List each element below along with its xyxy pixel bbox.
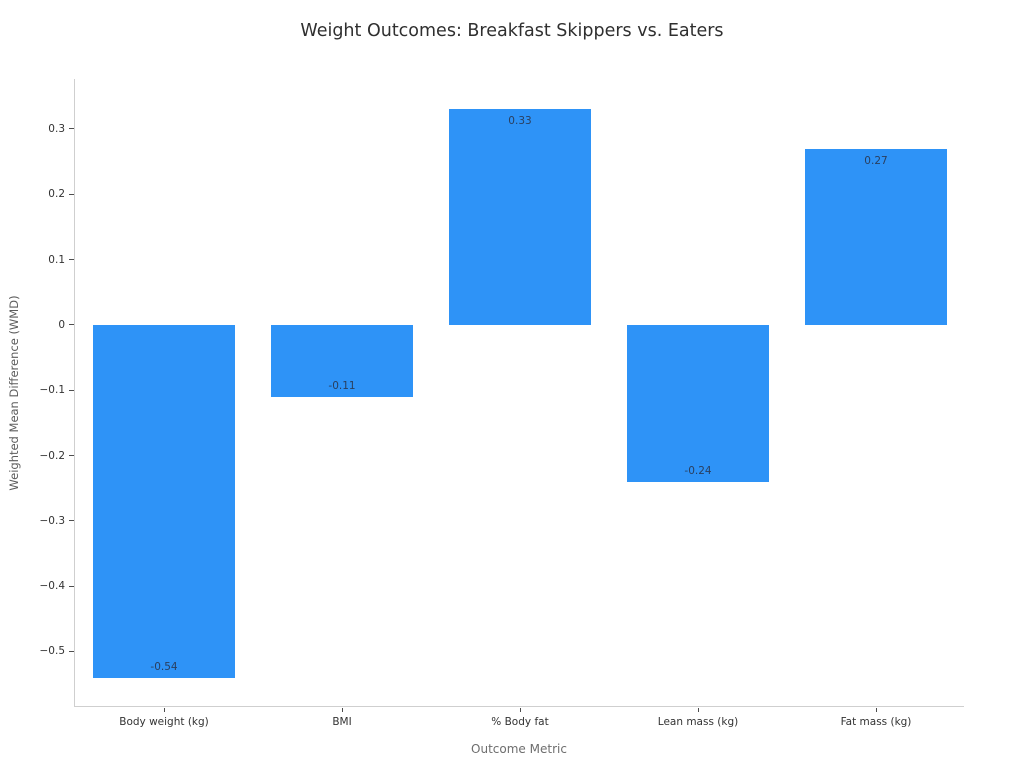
y-tick-label: 0.3 bbox=[48, 122, 65, 135]
y-tick-label: −0.3 bbox=[39, 514, 66, 527]
y-tick-mark bbox=[69, 193, 74, 195]
x-tick-mark bbox=[875, 708, 877, 712]
x-tick-mark bbox=[163, 708, 165, 712]
y-tick-label: 0 bbox=[58, 318, 65, 331]
bar-value-label: -0.24 bbox=[684, 464, 712, 477]
x-tick-mark bbox=[697, 708, 699, 712]
y-tick-mark bbox=[69, 585, 74, 587]
y-tick-mark bbox=[69, 324, 74, 326]
y-tick-label: −0.1 bbox=[39, 384, 66, 397]
y-tick-mark bbox=[69, 128, 74, 130]
y-tick-label: −0.5 bbox=[39, 645, 66, 658]
bar bbox=[448, 109, 592, 325]
x-tick-label: Fat mass (kg) bbox=[840, 716, 912, 728]
plot-area: 0.3 0.2 0.1 0 −0.1 −0.2 −0.3 −0.4 −0.5 -0.54 Body … bbox=[40, 79, 964, 728]
y-tick-label: 0.1 bbox=[48, 253, 65, 266]
y-tick-label: −0.2 bbox=[39, 449, 66, 462]
y-tick-mark bbox=[69, 389, 74, 391]
y-tick-label: 0.2 bbox=[48, 188, 65, 201]
x-tick-label: Body weight (kg) bbox=[119, 716, 209, 728]
y-tick-label: −0.4 bbox=[39, 580, 66, 593]
y-tick-mark bbox=[69, 650, 74, 652]
bar-value-label: 0.27 bbox=[864, 154, 888, 167]
x-tick-mark bbox=[341, 708, 343, 712]
x-tick-mark bbox=[519, 708, 521, 712]
bar bbox=[804, 148, 948, 325]
bar-value-label: -0.54 bbox=[150, 660, 178, 673]
bar bbox=[92, 324, 236, 678]
x-tick-label: % Body fat bbox=[491, 716, 549, 728]
y-tick-mark bbox=[69, 520, 74, 522]
y-tick-mark bbox=[69, 455, 74, 457]
x-tick-label: BMI bbox=[332, 716, 352, 728]
bar bbox=[270, 324, 414, 397]
y-tick-mark bbox=[69, 259, 74, 261]
bar-value-label: 0.33 bbox=[508, 115, 532, 128]
x-axis-title: Outcome Metric bbox=[471, 742, 567, 756]
bar-value-label: -0.11 bbox=[328, 379, 356, 392]
bar bbox=[626, 324, 770, 482]
chart-title: Weight Outcomes: Breakfast Skippers vs. … bbox=[300, 21, 724, 41]
x-tick-label: Lean mass (kg) bbox=[657, 716, 739, 728]
